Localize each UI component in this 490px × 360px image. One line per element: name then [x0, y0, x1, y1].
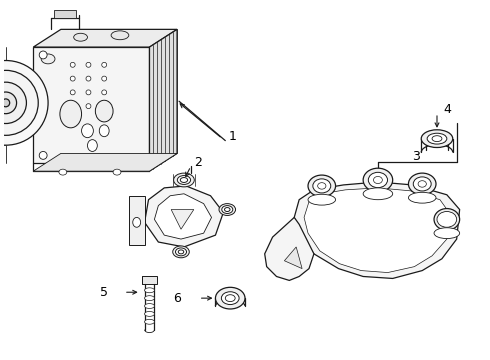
Ellipse shape: [434, 228, 460, 239]
Ellipse shape: [70, 104, 75, 109]
Ellipse shape: [363, 188, 392, 200]
Ellipse shape: [2, 99, 10, 107]
Ellipse shape: [308, 175, 336, 197]
Ellipse shape: [0, 92, 17, 114]
Ellipse shape: [224, 208, 230, 212]
Ellipse shape: [222, 206, 233, 213]
Ellipse shape: [175, 248, 187, 256]
Ellipse shape: [145, 303, 154, 309]
Ellipse shape: [41, 54, 55, 64]
Ellipse shape: [434, 208, 460, 230]
Ellipse shape: [318, 183, 326, 189]
Ellipse shape: [86, 76, 91, 81]
Polygon shape: [33, 30, 177, 47]
Ellipse shape: [368, 172, 388, 188]
Ellipse shape: [102, 62, 107, 67]
Ellipse shape: [443, 216, 451, 222]
Polygon shape: [304, 188, 450, 273]
Ellipse shape: [173, 173, 195, 187]
Ellipse shape: [413, 177, 431, 191]
Ellipse shape: [363, 168, 392, 192]
Ellipse shape: [96, 100, 113, 122]
Ellipse shape: [409, 192, 436, 203]
Ellipse shape: [59, 169, 67, 175]
Text: 4: 4: [443, 103, 451, 116]
Ellipse shape: [74, 33, 88, 41]
Ellipse shape: [113, 169, 121, 175]
Text: 2: 2: [194, 156, 202, 169]
Ellipse shape: [60, 100, 81, 128]
Polygon shape: [284, 247, 302, 269]
Polygon shape: [145, 186, 223, 247]
Ellipse shape: [421, 130, 453, 148]
Polygon shape: [154, 194, 212, 239]
Ellipse shape: [180, 177, 188, 183]
Ellipse shape: [178, 250, 184, 254]
Polygon shape: [294, 182, 460, 278]
Ellipse shape: [373, 176, 382, 184]
Ellipse shape: [39, 152, 47, 159]
Ellipse shape: [427, 133, 447, 144]
Ellipse shape: [0, 82, 26, 123]
Ellipse shape: [225, 295, 235, 302]
Ellipse shape: [81, 124, 94, 138]
Polygon shape: [33, 153, 177, 171]
Text: 3: 3: [413, 150, 420, 163]
Ellipse shape: [145, 296, 154, 301]
Ellipse shape: [133, 217, 141, 227]
Ellipse shape: [409, 173, 436, 195]
Ellipse shape: [432, 136, 442, 141]
Ellipse shape: [219, 204, 236, 215]
Ellipse shape: [102, 76, 107, 81]
Ellipse shape: [418, 181, 426, 187]
Ellipse shape: [221, 292, 239, 305]
Polygon shape: [171, 210, 194, 229]
Ellipse shape: [70, 90, 75, 95]
Ellipse shape: [0, 70, 38, 135]
Ellipse shape: [145, 311, 154, 316]
Ellipse shape: [102, 90, 107, 95]
Ellipse shape: [70, 62, 75, 67]
Ellipse shape: [177, 176, 191, 184]
Polygon shape: [54, 10, 75, 18]
Ellipse shape: [39, 51, 47, 59]
Ellipse shape: [86, 90, 91, 95]
Ellipse shape: [145, 288, 154, 293]
Ellipse shape: [437, 212, 457, 227]
Polygon shape: [265, 217, 314, 280]
Ellipse shape: [88, 140, 98, 152]
Ellipse shape: [173, 246, 189, 258]
Polygon shape: [33, 47, 149, 163]
Text: 5: 5: [100, 286, 108, 299]
Polygon shape: [142, 276, 157, 284]
Text: 6: 6: [173, 292, 181, 305]
Ellipse shape: [216, 287, 245, 309]
Ellipse shape: [70, 76, 75, 81]
Ellipse shape: [313, 179, 331, 193]
Ellipse shape: [0, 60, 48, 145]
Ellipse shape: [308, 194, 336, 205]
Ellipse shape: [111, 31, 129, 40]
Ellipse shape: [145, 319, 154, 324]
Ellipse shape: [439, 212, 455, 226]
Ellipse shape: [86, 104, 91, 109]
Ellipse shape: [86, 62, 91, 67]
Ellipse shape: [99, 125, 109, 137]
Ellipse shape: [102, 104, 107, 109]
Text: 1: 1: [228, 130, 236, 143]
Polygon shape: [129, 196, 145, 245]
Polygon shape: [149, 30, 177, 171]
